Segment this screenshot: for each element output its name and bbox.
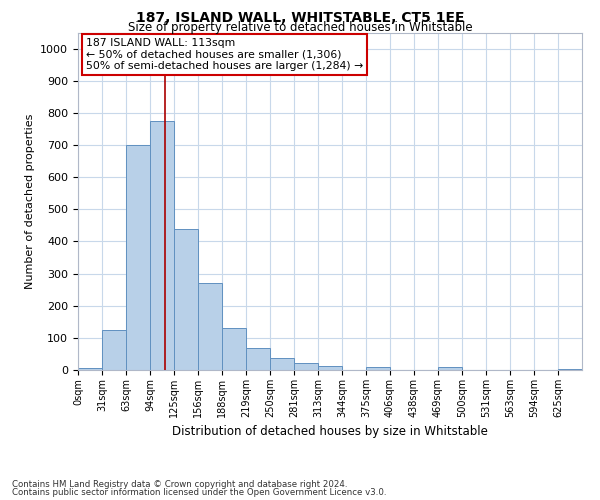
Bar [318, 366, 342, 370]
Bar [102, 330, 126, 370]
Bar [174, 228, 198, 370]
Bar [126, 145, 150, 370]
Text: Contains HM Land Registry data © Crown copyright and database right 2024.: Contains HM Land Registry data © Crown c… [12, 480, 347, 489]
Text: 187 ISLAND WALL: 113sqm
← 50% of detached houses are smaller (1,306)
50% of semi: 187 ISLAND WALL: 113sqm ← 50% of detache… [86, 38, 363, 71]
Bar [438, 367, 462, 370]
Text: Size of property relative to detached houses in Whitstable: Size of property relative to detached ho… [128, 21, 472, 34]
Bar [150, 121, 174, 370]
Bar [246, 348, 270, 370]
Text: Contains public sector information licensed under the Open Government Licence v3: Contains public sector information licen… [12, 488, 386, 497]
Bar [366, 367, 390, 370]
Bar [222, 328, 246, 370]
Y-axis label: Number of detached properties: Number of detached properties [25, 114, 35, 289]
Bar [294, 363, 318, 370]
X-axis label: Distribution of detached houses by size in Whitstable: Distribution of detached houses by size … [172, 426, 488, 438]
Bar [78, 368, 102, 370]
Bar [270, 358, 294, 370]
Bar [198, 283, 222, 370]
Text: 187, ISLAND WALL, WHITSTABLE, CT5 1EE: 187, ISLAND WALL, WHITSTABLE, CT5 1EE [136, 11, 464, 25]
